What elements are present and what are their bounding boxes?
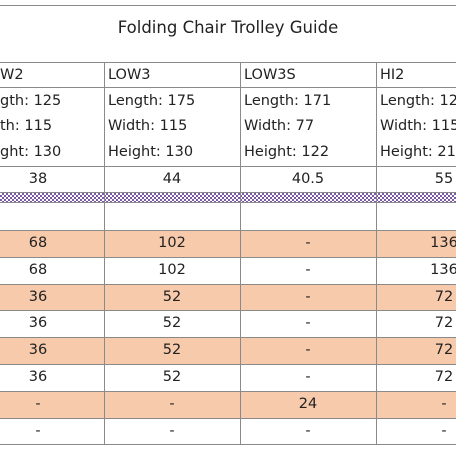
data-cell: 52 bbox=[162, 369, 182, 385]
header-cell: Width: 115 bbox=[108, 118, 188, 134]
separator-band bbox=[0, 193, 456, 202]
data-cell: 52 bbox=[162, 288, 182, 305]
data-cell: 52 bbox=[162, 315, 182, 332]
header-cell: Height: 122 bbox=[244, 144, 330, 160]
summary-cell: 44 bbox=[162, 171, 182, 187]
data-cell: 52 bbox=[162, 342, 182, 359]
data-cell: - bbox=[305, 342, 311, 359]
data-cell: 102 bbox=[158, 235, 186, 251]
row-highlight bbox=[0, 337, 456, 364]
data-cell: - bbox=[305, 369, 311, 385]
grid-line bbox=[0, 364, 456, 365]
grid-line bbox=[0, 337, 456, 338]
data-cell: - bbox=[305, 235, 311, 251]
data-cell: 36 bbox=[28, 342, 48, 359]
data-cell: - bbox=[305, 422, 311, 439]
grid-line bbox=[0, 202, 456, 203]
header-cell: LOW3S bbox=[244, 67, 296, 83]
header-cell: th: 115 bbox=[0, 118, 53, 134]
row-highlight bbox=[0, 390, 456, 418]
grid-line bbox=[104, 62, 105, 444]
grid-line bbox=[0, 310, 456, 311]
data-cell: 102 bbox=[158, 261, 186, 278]
grid-line bbox=[0, 5, 456, 6]
grid-line bbox=[0, 87, 456, 88]
grid-line bbox=[0, 391, 456, 392]
data-cell: - bbox=[35, 395, 41, 412]
data-cell: - bbox=[169, 395, 175, 412]
data-cell: 68 bbox=[28, 235, 48, 251]
data-cell: - bbox=[35, 422, 41, 439]
row-highlight bbox=[0, 283, 456, 311]
grid-line bbox=[0, 166, 456, 167]
grid-line bbox=[0, 418, 456, 419]
data-cell: 72 bbox=[434, 369, 454, 385]
data-cell: 136 bbox=[430, 235, 456, 251]
table-title: Folding Chair Trolley Guide bbox=[117, 18, 339, 37]
data-cell: 36 bbox=[28, 315, 48, 332]
header-cell: Length: 12 bbox=[380, 92, 456, 109]
header-cell: Length: 175 bbox=[108, 92, 196, 109]
data-cell: 72 bbox=[434, 342, 454, 359]
header-cell: gth: 125 bbox=[0, 92, 62, 109]
grid-line bbox=[0, 62, 456, 63]
grid-line bbox=[376, 62, 377, 444]
data-cell: - bbox=[305, 288, 311, 305]
data-cell: 72 bbox=[434, 315, 454, 332]
header-cell: Length: 171 bbox=[244, 92, 332, 109]
header-cell: Height: 21 bbox=[380, 144, 456, 160]
data-cell: - bbox=[441, 422, 447, 439]
grid-line bbox=[240, 62, 241, 444]
header-cell: Width: 115 bbox=[380, 118, 456, 134]
data-cell: 136 bbox=[430, 261, 456, 278]
grid-line bbox=[0, 444, 456, 445]
grid-line bbox=[0, 257, 456, 258]
header-cell: Width: 77 bbox=[244, 118, 315, 134]
grid-line bbox=[0, 284, 456, 285]
header-cell: ght: 130 bbox=[0, 144, 62, 160]
data-cell: 68 bbox=[28, 261, 48, 278]
header-cell: LOW3 bbox=[108, 67, 151, 83]
data-cell: - bbox=[305, 315, 311, 332]
summary-cell: 55 bbox=[434, 171, 454, 187]
row-highlight bbox=[0, 230, 456, 257]
data-cell: - bbox=[441, 395, 447, 412]
summary-cell: 40.5 bbox=[291, 171, 325, 187]
grid-line bbox=[0, 192, 456, 193]
header-cell: Height: 130 bbox=[108, 144, 194, 160]
data-cell: - bbox=[169, 422, 175, 439]
data-cell: 36 bbox=[28, 288, 48, 305]
header-cell: HI2 bbox=[380, 67, 405, 83]
data-cell: 36 bbox=[28, 369, 48, 385]
data-cell: 72 bbox=[434, 288, 454, 305]
grid-line bbox=[0, 230, 456, 231]
header-cell: W2 bbox=[0, 67, 24, 83]
data-cell: - bbox=[305, 261, 311, 278]
data-cell: 24 bbox=[298, 395, 318, 412]
summary-cell: 38 bbox=[28, 171, 48, 187]
